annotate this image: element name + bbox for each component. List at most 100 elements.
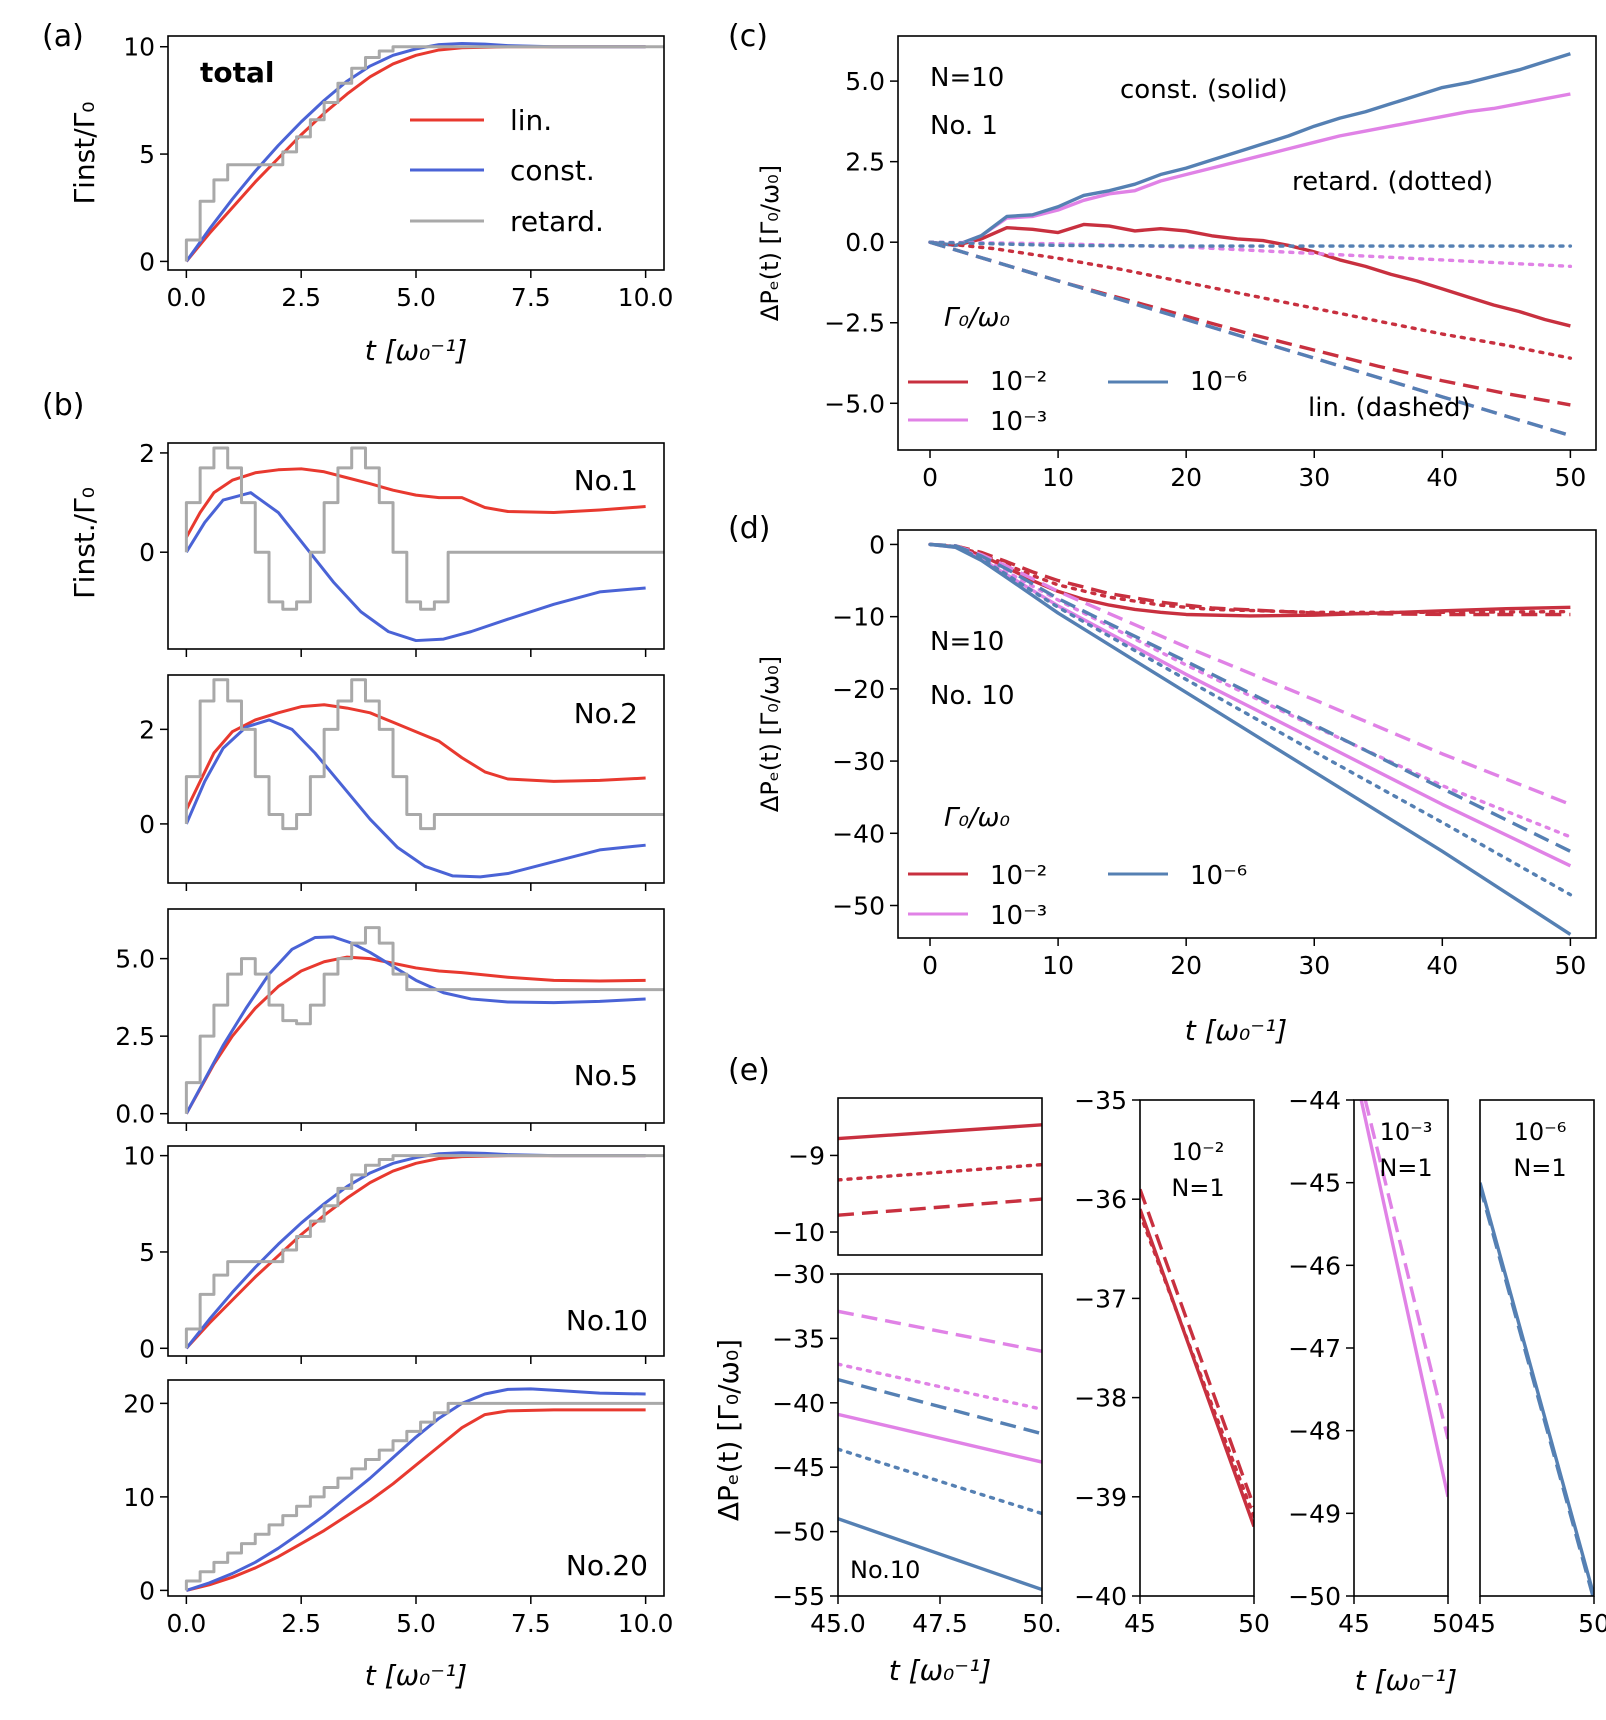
xtick-label-c-1: 10 [1042, 463, 1074, 492]
panel-e6-annotation-n: N=1 [1513, 1154, 1566, 1182]
series-line-d-8 [929, 542, 1572, 853]
ytick-label-e3-4: −48 [1288, 1417, 1341, 1446]
xtick-label-c-3: 30 [1298, 463, 1330, 492]
plot-e3-lines [1359, 1100, 1448, 1498]
xtick-label-e_bot-2: 50. [1022, 1609, 1062, 1638]
ytick-label-c-1: 2.5 [845, 148, 885, 177]
panel-c-annotation-no: No. 1 [930, 111, 998, 141]
xtick-label-b20-0: 0.0 [166, 1609, 206, 1638]
panel-c-legend-label-1e6: 10⁻⁶ [1190, 367, 1247, 397]
ytick-label-a-0: 0 [139, 247, 155, 276]
series-line-b5-0 [185, 955, 646, 1115]
panel-c-annotation-const: const. (solid) [1120, 75, 1288, 105]
plot-e-bottom-lines [838, 1309, 1042, 1592]
panel-e3-annotation-g: 10⁻³ [1380, 1118, 1433, 1146]
series-line-b5-1 [185, 935, 646, 1115]
series-line-b20-2 [184, 1401, 664, 1591]
label-d: (d) [728, 511, 770, 546]
legend-label-const: const. [510, 154, 595, 187]
xtick-label-d-4: 40 [1426, 951, 1458, 980]
ytick-label-b20-2: 20 [123, 1389, 155, 1418]
xtick-label-e3-0: 45 [1338, 1609, 1370, 1638]
ytick-label-b2-0: 0 [139, 810, 155, 839]
series-line-b2-1 [184, 718, 646, 879]
series-line-b5-2 [184, 926, 664, 1114]
series-line-e_bot-3 [838, 1412, 1042, 1464]
series-line-d-5 [929, 542, 1572, 806]
ytick-label-c-4: −5.0 [824, 389, 885, 418]
plot-b5-lines [184, 926, 664, 1115]
ytick-label-d-0: 0 [869, 530, 885, 559]
panel-e2-annotation-n: N=1 [1171, 1174, 1224, 1202]
panel-e-top-frame [837, 1097, 1043, 1256]
plot-e-top-lines [838, 1123, 1042, 1217]
panel-c-legend-label-1e2: 10⁻² [990, 367, 1047, 397]
ytick-label-e_bot-0: −30 [772, 1260, 825, 1289]
xtick-label-e_bot-0: 45.0 [810, 1609, 866, 1638]
plot-d-lines [928, 542, 1573, 936]
series-line-e3-1 [1363, 1100, 1448, 1440]
ytick-label-e3-3: −47 [1288, 1334, 1341, 1363]
panel-c-legend: Γ₀/ω₀ 10⁻² 10⁻³ 10⁻⁶ [908, 303, 1247, 437]
panel-c-annotation-retard: retard. (dotted) [1292, 167, 1493, 197]
xtick-label-d-2: 20 [1170, 951, 1202, 980]
xtick-label-b20-3: 7.5 [511, 1609, 551, 1638]
series-line-a-1 [185, 42, 646, 263]
series-line-e2-2 [1140, 1188, 1254, 1508]
panel-d-ticks: 0 −10 −20 −30 −40 −50 0 10 20 30 40 50 [832, 530, 1586, 980]
panel-c: 5.02.50.0−2.5−5.00 10 20 30 40 50 N=10 No. 1 … [756, 35, 1597, 492]
series-line-e_top-1 [838, 1162, 1042, 1182]
xtick-label-e6-1: 50 [1578, 1609, 1606, 1638]
series-line-e_bot-2 [838, 1377, 1042, 1436]
xtick-label-b20-1: 2.5 [281, 1609, 321, 1638]
panel-b-no2: 02 No.2 [139, 674, 665, 891]
xtick-label-c-0: 0 [922, 463, 938, 492]
ytick-label-e_bot-2: −40 [772, 1389, 825, 1418]
series-line-c-3 [928, 240, 1573, 360]
series-line-e_bot-4 [838, 1447, 1042, 1516]
panel-d-annotation-no: No. 10 [930, 681, 1015, 711]
xtick-label-b20-4: 10.0 [618, 1609, 674, 1638]
xtick-label-d-3: 30 [1298, 951, 1330, 980]
panel-e-top-ticks: −9 −10 [772, 1141, 838, 1247]
ytick-label-e2-2: −37 [1074, 1284, 1127, 1313]
plot-e6-lines [1480, 1182, 1594, 1596]
series-line-b2-0 [185, 703, 646, 811]
ytick-label-b5-0: 0.0 [115, 1100, 155, 1129]
ytick-label-b10-2: 10 [123, 1142, 155, 1171]
panel-b2-ticks: 02 [139, 715, 647, 891]
plot-a-lines [184, 42, 664, 263]
panel-d-ylabel: ΔPₑ(t) [Γ₀/ω₀] [756, 656, 784, 812]
series-line-c-8 [929, 240, 1571, 438]
ytick-label-b10-0: 0 [139, 1334, 155, 1363]
label-b: (b) [42, 388, 84, 423]
series-line-e6-0 [1480, 1182, 1594, 1596]
xtick-label-d-1: 10 [1042, 951, 1074, 980]
xtick-label-b20-2: 5.0 [396, 1609, 436, 1638]
series-line-e_top-2 [838, 1197, 1042, 1217]
panel-e-xlabel-left: t [ω₀⁻¹] [889, 1654, 991, 1687]
ytick-label-e2-3: −38 [1074, 1384, 1127, 1413]
panel-d-legend: Γ₀/ω₀ 10⁻² 10⁻³ 10⁻⁶ [908, 803, 1247, 931]
ytick-label-b10-1: 5 [139, 1238, 155, 1267]
plot-c-lines [928, 52, 1573, 438]
panel-e-bottom-frame [837, 1273, 1043, 1597]
xtick-label-a-2: 5.0 [396, 283, 436, 312]
panel-b20-annotation: No.20 [566, 1549, 648, 1582]
ytick-label-b5-1: 2.5 [115, 1022, 155, 1051]
series-line-b10-1 [185, 1151, 646, 1350]
panel-e-top: −9 −10 [772, 1097, 1043, 1256]
ytick-label-b2-1: 2 [139, 715, 155, 744]
xtick-label-a-0: 0.0 [166, 283, 206, 312]
series-line-b10-2 [184, 1154, 664, 1349]
ytick-label-e_bot-4: −50 [772, 1518, 825, 1547]
ytick-label-e3-6: −50 [1288, 1582, 1341, 1611]
plot-e2-lines [1140, 1188, 1254, 1528]
series-line-b1-1 [185, 491, 646, 643]
xtick-label-e2-0: 45 [1124, 1609, 1156, 1638]
xtick-label-c-2: 20 [1170, 463, 1202, 492]
panel-a-annotation-total: total [200, 56, 275, 89]
